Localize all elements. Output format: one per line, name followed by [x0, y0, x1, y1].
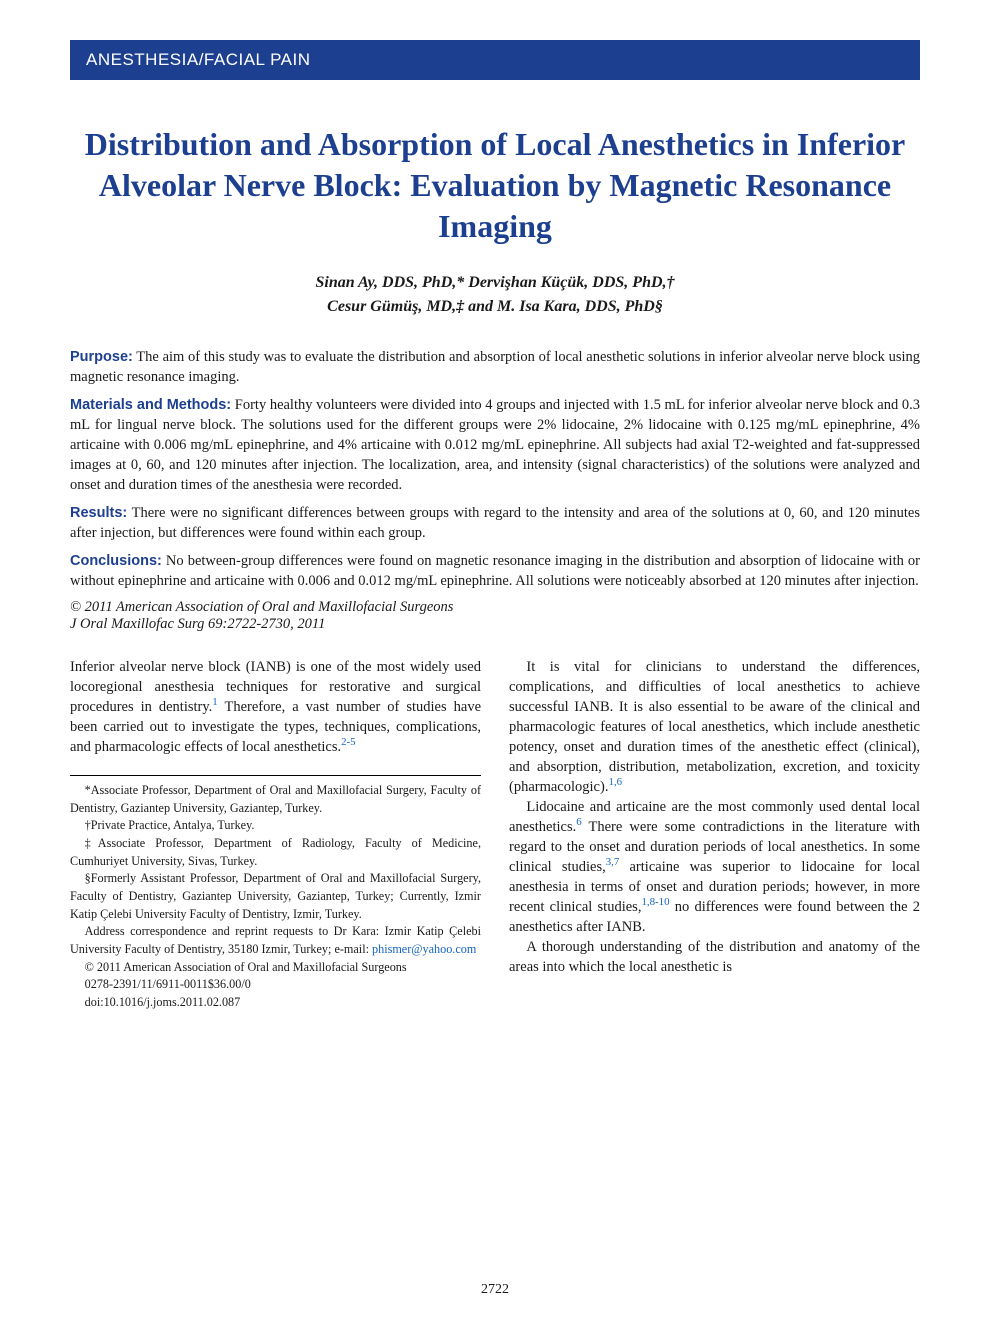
authors-line-2: Cesur Gümüş, MD,‡ and M. Isa Kara, DDS, …: [327, 298, 663, 315]
article-title: Distribution and Absorption of Local Ane…: [70, 124, 920, 247]
section-banner-text: ANESTHESIA/FACIAL PAIN: [86, 50, 311, 69]
results-text: There were no significant differences be…: [70, 505, 920, 541]
email-link[interactable]: phismer@yahoo.com: [372, 942, 476, 956]
body-para-1: Inferior alveolar nerve block (IANB) is …: [70, 657, 481, 757]
abstract-purpose: Purpose: The aim of this study was to ev…: [70, 347, 920, 387]
purpose-text: The aim of this study was to evaluate th…: [70, 349, 920, 385]
ref-link-1-8-10[interactable]: 1,8-10: [641, 896, 669, 908]
body-para-3: Lidocaine and articaine are the most com…: [509, 797, 920, 937]
body-p2: It is vital for clinicians to understand…: [509, 659, 920, 795]
conclusions-label: Conclusions:: [70, 553, 162, 569]
correspondence: Address correspondence and reprint reque…: [70, 923, 481, 958]
abstract-block: Purpose: The aim of this study was to ev…: [70, 347, 920, 633]
abstract-conclusions: Conclusions: No between-group difference…: [70, 551, 920, 591]
page-number: 2722: [0, 1282, 990, 1298]
copyright-line: © 2011 American Association of Oral and …: [70, 599, 920, 616]
authors-block: Sinan Ay, DDS, PhD,* Dervişhan Küçük, DD…: [70, 271, 920, 319]
purpose-label: Purpose:: [70, 349, 133, 365]
ref-link-1-6[interactable]: 1,6: [608, 776, 622, 788]
affil-issn: 0278-2391/11/6911-0011$36.00/0: [70, 976, 481, 994]
conclusions-text: No between-group differences were found …: [70, 553, 920, 589]
section-banner: ANESTHESIA/FACIAL PAIN: [70, 40, 920, 80]
ref-link-2-5[interactable]: 2-5: [341, 736, 355, 748]
affiliation-3: ‡Associate Professor, Department of Radi…: [70, 835, 481, 870]
affiliation-1: *Associate Professor, Department of Oral…: [70, 782, 481, 817]
affil-doi: doi:10.1016/j.joms.2011.02.087: [70, 994, 481, 1012]
affiliations-block: *Associate Professor, Department of Oral…: [70, 775, 481, 1012]
ref-link-3-7[interactable]: 3,7: [606, 856, 620, 868]
affiliation-4: §Formerly Assistant Professor, Departmen…: [70, 870, 481, 923]
results-label: Results:: [70, 505, 127, 521]
affiliation-2: †Private Practice, Antalya, Turkey.: [70, 817, 481, 835]
abstract-methods: Materials and Methods: Forty healthy vol…: [70, 395, 920, 495]
body-text-columns: Inferior alveolar nerve block (IANB) is …: [70, 657, 920, 1012]
journal-citation: J Oral Maxillofac Surg 69:2722-2730, 201…: [70, 616, 920, 633]
methods-label: Materials and Methods:: [70, 397, 231, 413]
affil-copyright: © 2011 American Association of Oral and …: [70, 959, 481, 977]
abstract-results: Results: There were no significant diffe…: [70, 503, 920, 543]
body-para-4: A thorough understanding of the distribu…: [509, 937, 920, 977]
body-para-2: It is vital for clinicians to understand…: [509, 657, 920, 797]
authors-line-1: Sinan Ay, DDS, PhD,* Dervişhan Küçük, DD…: [315, 274, 674, 291]
